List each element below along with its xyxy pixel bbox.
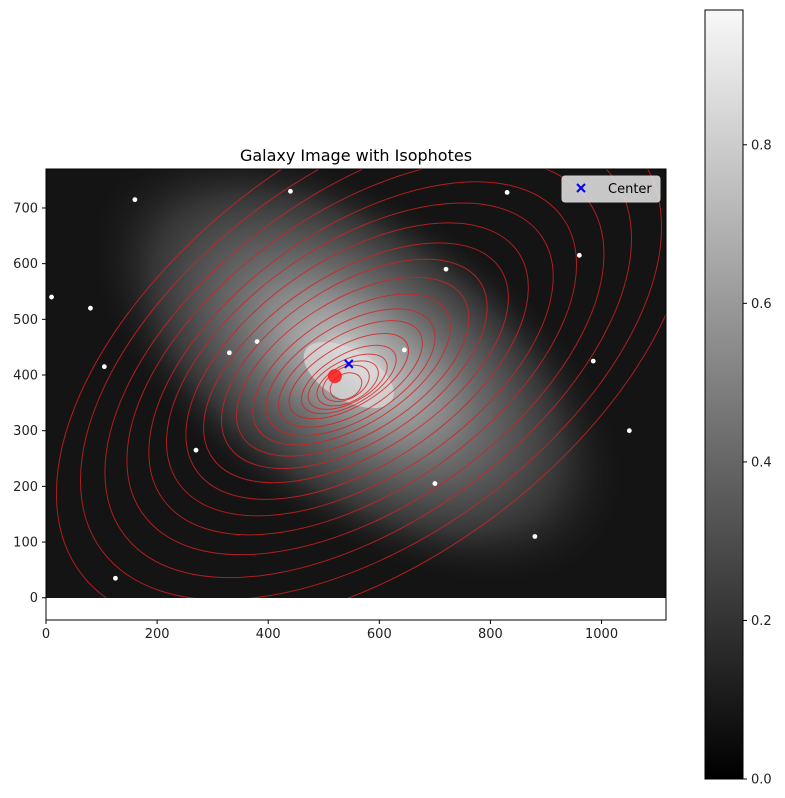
y-tick-label: 700 — [13, 201, 38, 216]
colorbar-gradient — [704, 9, 744, 780]
colorbar-tick-label: 0.8 — [751, 138, 772, 153]
y-tick-label: 100 — [13, 536, 38, 551]
star-9 — [132, 197, 138, 203]
isophote-6 — [278, 320, 423, 428]
isophote-8 — [252, 293, 451, 446]
axes-frame — [45, 168, 667, 621]
x-axis: 0 200 400 600 800 1000 — [42, 620, 618, 642]
y-tick-label: 200 — [13, 480, 38, 495]
isophote-10 — [221, 258, 488, 470]
y-tick-label: 600 — [13, 257, 38, 272]
star-1 — [101, 364, 107, 370]
isophote-9 — [235, 276, 470, 457]
center-marker — [344, 359, 354, 369]
star-6 — [576, 252, 582, 258]
colorbar-ticks: 0.0 0.2 0.4 0.6 0.8 — [743, 138, 772, 788]
star-15 — [432, 481, 438, 486]
y-tick-label: 400 — [13, 369, 38, 384]
y-axis: 0 100 200 300 400 500 600 700 — [13, 201, 46, 606]
x-tick-label: 400 — [256, 627, 281, 642]
star-14 — [113, 575, 118, 581]
isophote-18 — [55, 169, 666, 598]
chart-title: Galaxy Image with Isophotes — [240, 146, 472, 165]
stars — [49, 188, 632, 581]
x-tick-label: 800 — [478, 627, 503, 642]
isophote-4 — [300, 344, 397, 415]
y-tick-label: 0 — [30, 591, 38, 606]
legend: Center — [561, 175, 661, 203]
star-16 — [226, 350, 232, 356]
colorbar-tick-label: 0.2 — [751, 614, 772, 629]
star-7 — [590, 358, 596, 364]
axes: 0 200 400 600 800 1000 0 100 200 300 400 500 600 700… — [13, 168, 667, 642]
star-12 — [193, 447, 199, 453]
x-tick-label: 0 — [42, 627, 50, 642]
star-5 — [504, 189, 510, 195]
nucleus-blob — [327, 369, 342, 384]
isophote-14 — [148, 181, 578, 536]
isophotes — [55, 169, 666, 598]
star-4 — [288, 188, 293, 194]
isophote-13 — [166, 202, 554, 517]
y-tick-label: 500 — [13, 313, 38, 328]
star-11 — [626, 428, 632, 434]
star-13 — [532, 534, 538, 539]
isophote-5 — [288, 333, 410, 420]
isophote-17 — [80, 169, 662, 598]
colorbar-tick-label: 0.4 — [751, 455, 772, 470]
isophote-12 — [185, 222, 529, 500]
center-x-stroke-b — [344, 359, 354, 369]
x-tick-label: 600 — [367, 627, 392, 642]
colorbar-tick-label: 0.6 — [751, 297, 772, 312]
galaxy-image — [46, 169, 666, 598]
legend-label: Center — [608, 182, 652, 197]
isophote-2 — [316, 360, 379, 407]
star-2 — [254, 339, 260, 345]
colorbar-tick-label: 0.0 — [751, 773, 772, 788]
y-tick-label: 300 — [13, 424, 38, 439]
legend-marker — [576, 183, 586, 193]
isophote-11 — [203, 242, 509, 484]
star-10 — [443, 266, 449, 272]
colorbar: 0.0 0.2 0.4 0.6 0.8 — [704, 9, 772, 788]
star-8 — [88, 305, 93, 311]
x-tick-label: 200 — [145, 627, 170, 642]
star-0 — [49, 294, 54, 300]
legend-box — [561, 175, 661, 203]
isophote-3 — [307, 353, 388, 410]
x-tick-label: 1000 — [585, 627, 618, 642]
isophote-1 — [322, 364, 370, 402]
isophote-7 — [265, 308, 436, 437]
star-3 — [401, 347, 407, 353]
